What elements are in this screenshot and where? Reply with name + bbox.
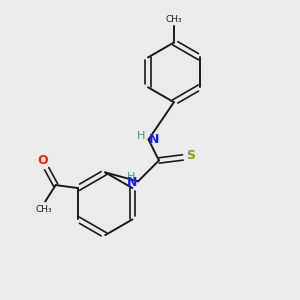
Text: CH₃: CH₃ [35, 205, 52, 214]
Text: N: N [149, 133, 160, 146]
Text: S: S [186, 149, 195, 163]
Text: H: H [127, 172, 136, 182]
Text: H: H [137, 131, 145, 141]
Text: CH₃: CH₃ [166, 15, 182, 24]
Text: N: N [127, 176, 137, 189]
Text: O: O [38, 154, 48, 167]
